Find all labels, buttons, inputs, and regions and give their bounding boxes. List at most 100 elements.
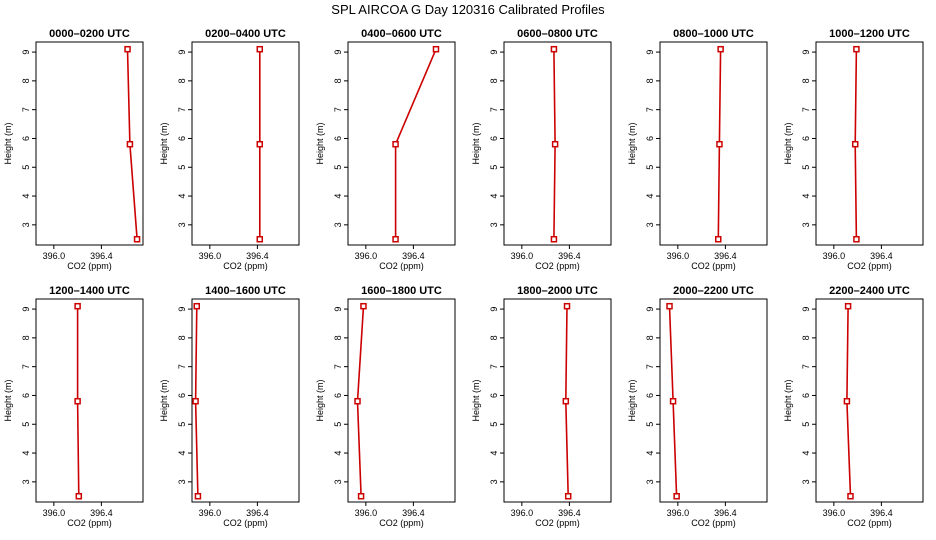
data-point [354, 397, 361, 405]
data-point [563, 302, 571, 310]
y-tick-label: 7 [645, 364, 655, 369]
y-axis-label: Height (m) [783, 379, 793, 421]
y-tick-label: 6 [333, 393, 343, 398]
x-axis-label: CO2 (ppm) [847, 518, 892, 528]
y-tick-label: 4 [645, 451, 655, 456]
x-axis-label: CO2 (ppm) [223, 261, 268, 271]
y-tick-label: 9 [489, 50, 499, 55]
y-tick-label: 5 [801, 165, 811, 170]
x-tick-label: 396.0 [199, 251, 222, 261]
data-point [550, 235, 558, 243]
panel-frame [815, 41, 924, 246]
y-tick-label: 3 [645, 222, 655, 227]
y-tick-label: 5 [21, 422, 31, 427]
y-axis-label: Height (m) [471, 379, 481, 421]
data-point [256, 45, 264, 53]
y-tick-label: 7 [489, 107, 499, 112]
y-tick-label: 9 [177, 50, 187, 55]
x-axis-label: CO2 (ppm) [535, 261, 580, 271]
x-tick-label: 396.4 [402, 251, 425, 261]
data-point [847, 492, 854, 500]
data-point [673, 492, 680, 500]
y-tick-label: 8 [801, 335, 811, 340]
x-tick-label: 396.4 [558, 251, 581, 261]
y-tick-label: 4 [177, 194, 187, 199]
x-tick-label: 396.0 [199, 508, 222, 518]
data-point [432, 45, 440, 53]
panel-frame [191, 41, 300, 246]
data-point [392, 235, 399, 243]
panel-title: 1000–1200 UTC [829, 28, 910, 40]
panel-title: 1400–1600 UTC [205, 285, 286, 297]
y-tick-label: 4 [801, 194, 811, 199]
y-tick-label: 8 [333, 78, 343, 83]
y-tick-label: 8 [21, 78, 31, 83]
x-tick-label: 396.4 [714, 251, 737, 261]
y-tick-label: 4 [333, 194, 343, 199]
data-point [194, 492, 202, 500]
y-tick-label: 7 [333, 364, 343, 369]
y-axis-label: Height (m) [3, 122, 13, 164]
data-point [74, 302, 81, 310]
y-tick-label: 7 [645, 107, 655, 112]
y-tick-label: 4 [177, 451, 187, 456]
panel-title: 0200–0400 UTC [205, 28, 286, 40]
data-point [74, 397, 81, 405]
panel-title: 0000–0200 UTC [49, 28, 130, 40]
y-tick-label: 6 [177, 393, 187, 398]
y-tick-label: 4 [489, 194, 499, 199]
x-tick-label: 396.0 [667, 508, 690, 518]
data-point [844, 302, 852, 310]
x-axis-label: CO2 (ppm) [691, 261, 736, 271]
data-point [716, 140, 723, 148]
x-tick-label: 396.0 [511, 508, 534, 518]
y-tick-label: 4 [333, 451, 343, 456]
panel-frame [347, 41, 456, 246]
y-tick-label: 9 [177, 307, 187, 312]
y-tick-label: 3 [21, 479, 31, 484]
y-tick-label: 6 [645, 393, 655, 398]
y-tick-label: 9 [21, 307, 31, 312]
x-axis-label: CO2 (ppm) [379, 261, 424, 271]
y-tick-label: 3 [801, 222, 811, 227]
y-tick-label: 9 [333, 50, 343, 55]
data-point [851, 140, 859, 148]
y-tick-label: 9 [333, 307, 343, 312]
data-point [666, 302, 673, 310]
panel-title: 0400–0600 UTC [361, 28, 442, 40]
panel-title: 1600–1800 UTC [361, 285, 442, 297]
y-tick-label: 8 [489, 335, 499, 340]
data-point [357, 492, 365, 500]
y-axis-label: Height (m) [315, 379, 325, 421]
x-tick-label: 396.4 [402, 508, 425, 518]
x-tick-label: 396.4 [714, 508, 737, 518]
x-tick-label: 396.0 [43, 508, 66, 518]
y-tick-label: 7 [333, 107, 343, 112]
x-axis-label: CO2 (ppm) [67, 518, 112, 528]
y-tick-label: 5 [177, 165, 187, 170]
y-tick-label: 7 [21, 364, 31, 369]
y-tick-label: 7 [177, 364, 187, 369]
y-tick-label: 5 [333, 422, 343, 427]
y-tick-label: 7 [489, 364, 499, 369]
y-tick-label: 4 [489, 451, 499, 456]
data-point [669, 397, 677, 405]
x-axis-label: CO2 (ppm) [535, 518, 580, 528]
y-tick-label: 7 [801, 107, 811, 112]
y-axis-label: Height (m) [471, 122, 481, 164]
data-point [562, 397, 570, 405]
data-point [192, 397, 199, 405]
data-point [392, 140, 399, 148]
panel-title: 1800–2000 UTC [517, 285, 598, 297]
panel-title: 2000–2200 UTC [673, 285, 754, 297]
panel-frame [347, 298, 456, 503]
y-tick-label: 3 [645, 479, 655, 484]
y-axis-label: Height (m) [627, 122, 637, 164]
